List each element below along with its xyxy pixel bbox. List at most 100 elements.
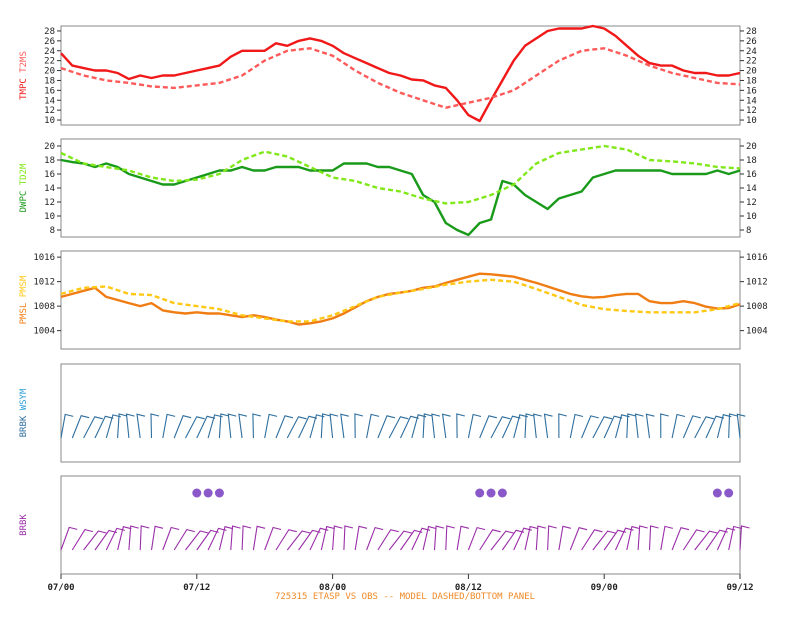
wind-barb bbox=[354, 525, 368, 551]
wind-barb bbox=[558, 525, 572, 551]
y-tick-label: 20 bbox=[746, 142, 757, 152]
wind-barb bbox=[645, 413, 655, 439]
wind-barb bbox=[71, 528, 94, 551]
y-tick-label: 1008 bbox=[746, 302, 768, 312]
y-tick-label: 10 bbox=[746, 116, 757, 126]
wind-barb bbox=[238, 413, 248, 439]
wind-barb bbox=[320, 525, 335, 551]
wind-barb bbox=[547, 525, 557, 551]
wind-barb bbox=[136, 413, 146, 439]
wind-barb bbox=[501, 529, 525, 551]
wind-barb bbox=[422, 413, 433, 439]
wind-barb bbox=[354, 413, 364, 439]
wind-barb bbox=[422, 525, 437, 551]
wind-barb bbox=[185, 416, 205, 439]
y-tick-label: 1004 bbox=[746, 327, 768, 337]
wind-barb bbox=[218, 413, 230, 439]
y-tick-label: 24 bbox=[746, 47, 757, 57]
dew-series-dwpc bbox=[60, 158, 741, 237]
precip-dot bbox=[497, 488, 507, 498]
wind-barb bbox=[626, 413, 636, 439]
y-tick-label: 12 bbox=[746, 106, 757, 116]
wind-barb bbox=[543, 413, 553, 439]
y-tick-label: 26 bbox=[44, 37, 55, 47]
wind-barb bbox=[173, 415, 192, 439]
wind-barb bbox=[340, 413, 349, 439]
wind-barb bbox=[660, 525, 674, 551]
wind-barb bbox=[682, 529, 705, 551]
wind-barb bbox=[71, 415, 90, 439]
chart-caption: 725315 ETASP VS OBS -- MODEL DASHED/BOTT… bbox=[275, 592, 535, 602]
wind-barb bbox=[626, 525, 641, 551]
wind-barb bbox=[227, 413, 237, 439]
dew-series-td2m bbox=[60, 144, 741, 205]
x-tick-label: 09/00 bbox=[591, 583, 618, 593]
wind-barb bbox=[467, 413, 482, 439]
wind-barb bbox=[125, 413, 135, 439]
wind-barb bbox=[117, 526, 132, 551]
wind-barb bbox=[433, 525, 445, 551]
wind-barb bbox=[150, 525, 164, 551]
wind-barb bbox=[286, 530, 311, 551]
y-tick-label: 1016 bbox=[33, 253, 55, 263]
wind-barb bbox=[411, 414, 427, 439]
wind-barb bbox=[513, 414, 528, 439]
precip-dot bbox=[724, 488, 734, 498]
wind-barb bbox=[60, 526, 78, 551]
wind-barb bbox=[162, 413, 176, 439]
wind-barb bbox=[728, 413, 738, 439]
y-label-model: TD2M bbox=[19, 163, 29, 185]
y-tick-label: 14 bbox=[746, 184, 757, 194]
wind-barb bbox=[139, 525, 150, 551]
wind-barb bbox=[694, 416, 715, 439]
y-tick-label: 12 bbox=[44, 198, 55, 208]
y-tick-label: 18 bbox=[746, 76, 757, 86]
y-tick-label: 20 bbox=[746, 67, 757, 77]
y-tick-label: 8 bbox=[746, 226, 751, 236]
y-tick-label: 14 bbox=[44, 184, 55, 194]
y-tick-label: 18 bbox=[746, 156, 757, 166]
wind-barb bbox=[332, 525, 343, 551]
y-tick-label: 28 bbox=[44, 27, 55, 37]
wind-barb bbox=[671, 527, 690, 551]
wind-barb bbox=[366, 413, 380, 439]
y-tick-label: 10 bbox=[44, 212, 55, 222]
wind-barb bbox=[241, 525, 252, 551]
wind-barb bbox=[569, 413, 584, 439]
wind-barb bbox=[162, 526, 180, 551]
wind-barb bbox=[275, 529, 297, 551]
wind-barb bbox=[252, 525, 266, 551]
y-tick-label: 12 bbox=[44, 106, 55, 116]
pres-y-label: PMSL PMSM bbox=[19, 275, 29, 324]
wind-barb bbox=[83, 530, 107, 551]
wind-barb bbox=[388, 416, 409, 439]
y-tick-label: 20 bbox=[44, 142, 55, 152]
y-label-obs: BRBK bbox=[19, 410, 29, 437]
y-tick-label: 16 bbox=[746, 86, 757, 96]
wind-barb bbox=[298, 415, 318, 439]
wind-barb bbox=[441, 413, 451, 439]
y-tick-label: 10 bbox=[746, 212, 757, 222]
y-tick-label: 12 bbox=[746, 198, 757, 208]
y-label-model: T2MS bbox=[19, 51, 29, 73]
wind-barb bbox=[728, 525, 742, 551]
wind-barb bbox=[196, 415, 216, 439]
y-tick-label: 1004 bbox=[33, 327, 55, 337]
wind-barb bbox=[445, 525, 455, 551]
x-tick-label: 07/12 bbox=[183, 583, 210, 593]
y-tick-label: 1008 bbox=[33, 302, 55, 312]
wind-barb bbox=[490, 530, 514, 551]
wind-barb bbox=[501, 415, 521, 439]
pres-series-pmsl bbox=[60, 272, 741, 326]
wind-barb bbox=[581, 529, 603, 551]
y-label-obs: DWPC bbox=[19, 185, 29, 212]
wind-barb bbox=[207, 414, 223, 439]
wind-barb bbox=[105, 414, 122, 439]
wind-barb bbox=[671, 413, 686, 439]
y-tick-label: 16 bbox=[44, 170, 55, 180]
wind-barb bbox=[230, 525, 241, 551]
x-tick-label: 08/12 bbox=[455, 583, 482, 593]
wind-barb bbox=[94, 529, 118, 551]
y-tick-label: 8 bbox=[50, 226, 55, 236]
